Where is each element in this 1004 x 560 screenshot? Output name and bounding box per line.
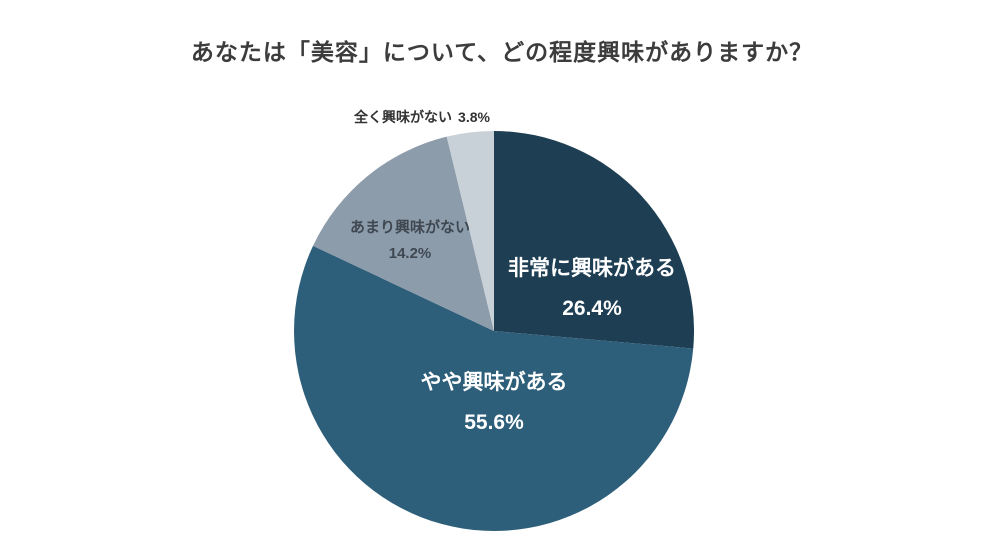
pie-label-not-at-all-text: 全く興味がない	[354, 109, 453, 125]
pie-slice-0	[494, 131, 694, 349]
pie-chart-svg	[294, 131, 694, 531]
pie-slice-2	[313, 136, 494, 331]
pie-chart-area: 全く興味がない 3.8% あまり興味がない 14.2% 非常に興味がある 26.4…	[294, 109, 694, 531]
pie-slice-3	[446, 131, 494, 331]
chart-title: あなたは「美容」について、どの程度興味がありますか？	[190, 39, 814, 65]
pie-label-not-at-all: 全く興味がない 3.8%	[354, 107, 490, 127]
pie-slice-1	[294, 245, 694, 531]
pie-label-not-at-all-percent: 3.8%	[458, 109, 490, 125]
